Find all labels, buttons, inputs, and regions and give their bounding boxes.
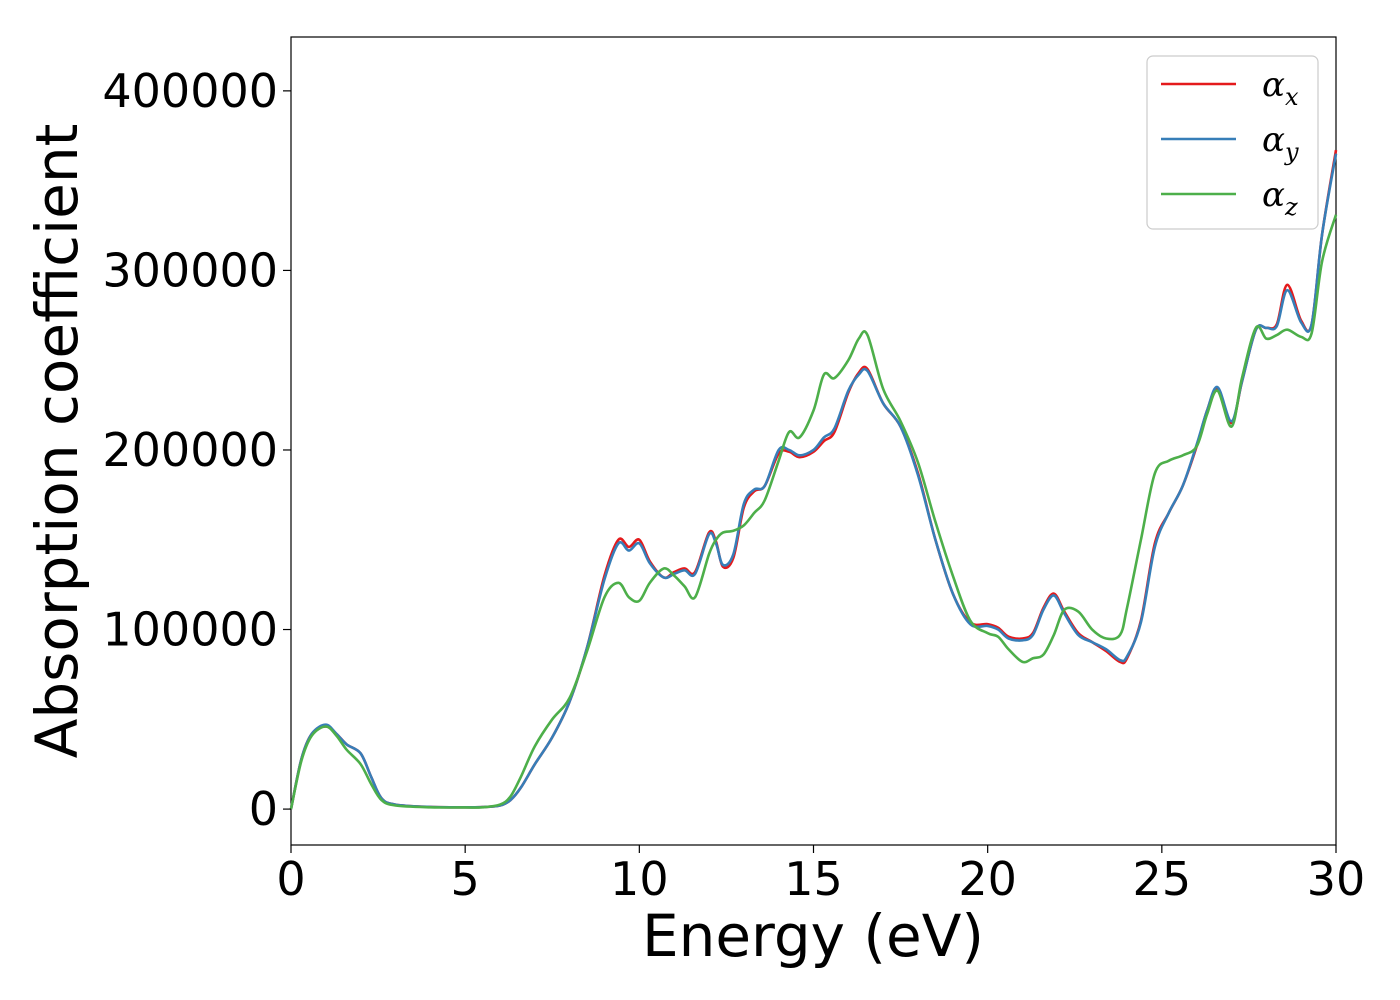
x-tick-label: 15: [784, 852, 843, 906]
x-tick-label: 5: [451, 852, 480, 906]
x-tick-label: 30: [1307, 852, 1366, 906]
series-line-z: [289, 214, 1338, 810]
x-tick-label: 20: [958, 852, 1017, 906]
y-axis-title: Absorption coefficient: [23, 124, 91, 759]
x-tick-label: 25: [1133, 852, 1192, 906]
x-tick-label: 0: [276, 852, 305, 906]
y-tick-label: 0: [249, 782, 278, 836]
series-line-x: [289, 149, 1338, 810]
y-axis-ticks: 0 100000 200000 300000 400000: [102, 64, 291, 836]
y-tick-label: 100000: [102, 603, 278, 657]
y-tick-label: 400000: [102, 64, 278, 118]
series-line-y: [289, 153, 1338, 810]
series-layer: [289, 149, 1338, 810]
y-tick-label: 300000: [102, 243, 278, 297]
legend-box: [1146, 55, 1319, 230]
x-axis-title: Energy (eV): [642, 902, 984, 970]
y-tick-label: 200000: [102, 423, 278, 477]
x-axis-ticks: 0 5 10 15 20 25 30: [276, 845, 1365, 906]
x-tick-label: 10: [610, 852, 669, 906]
